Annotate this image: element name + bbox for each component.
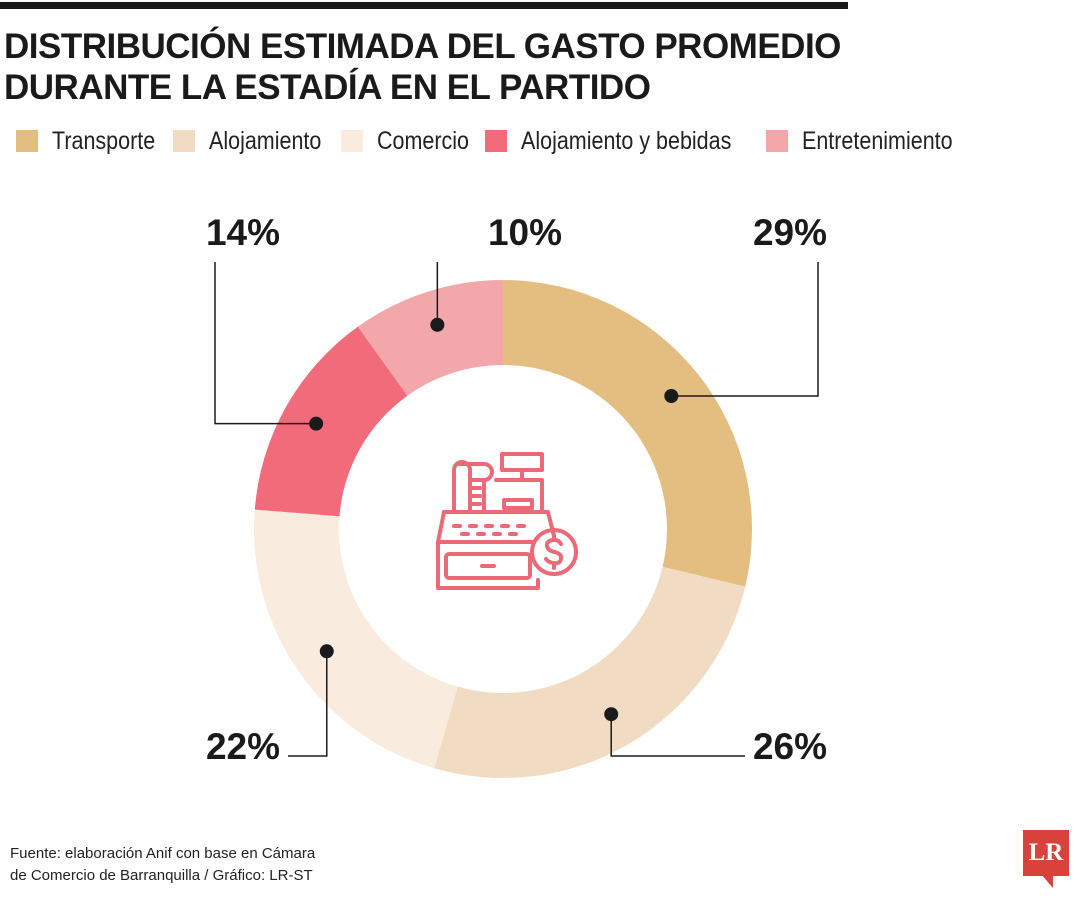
legend-label-alojamiento: Alojamiento [208, 126, 322, 155]
slice-comercio [254, 509, 458, 769]
legend-item-entretenimiento: Entretenimiento [766, 127, 959, 156]
slice-transporte [503, 280, 752, 587]
leader-dot-2 [604, 707, 619, 722]
chart-title-line-2: DURANTE LA ESTADÍA EN EL PARTIDO [4, 68, 651, 107]
source-line-2: de Comercio de Barranquilla / Gráfico: L… [10, 867, 313, 884]
lr-logo: LR [1023, 830, 1069, 876]
lr-logo-tail [1041, 874, 1053, 888]
legend-label-entretenimiento: Entretenimiento [802, 126, 953, 155]
donut-chart: 29% 26% 22% 14% 10% [206, 212, 827, 779]
legend-swatch-entretenimiento [766, 130, 789, 152]
data-label-entretenimiento: 10% [488, 212, 562, 253]
legend: Transporte Alojamiento Comercio Alojamie… [16, 121, 978, 161]
leader-dot-3 [319, 644, 334, 659]
slice-alojamiento [434, 566, 746, 779]
legend-item-alojamiento-y-bebidas: Alojamiento y bebidas [484, 126, 748, 156]
legend-swatch-comercio [340, 130, 363, 152]
legend-label-comercio: Comercio [376, 126, 469, 155]
donut-slices [254, 280, 752, 779]
leader-line-1 [671, 262, 819, 397]
legend-swatch-alojamiento-y-bebidas [484, 130, 507, 152]
legend-item-comercio: Comercio [340, 126, 469, 156]
slice-alojamiento-y-bebidas [254, 326, 408, 517]
data-label-alojamiento: 26% [753, 726, 827, 767]
leader-dot-4 [309, 416, 324, 431]
legend-item-alojamiento: Alojamiento [172, 126, 322, 156]
leader-lines [214, 262, 819, 757]
slice-entretenimiento [357, 280, 503, 396]
data-label-transporte: 29% [753, 212, 827, 253]
source-note: Fuente: elaboración Anif con base en Cám… [10, 843, 315, 887]
legend-item-transporte: Transporte [16, 126, 156, 156]
legend-swatch-transporte [16, 130, 38, 152]
source-line-1: Fuente: elaboración Anif con base en Cám… [10, 845, 316, 862]
data-label-comercio: 22% [206, 726, 280, 767]
legend-label-alojamiento-y-bebidas: Alojamiento y bebidas [520, 126, 731, 155]
top-rule [0, 2, 848, 9]
cash-register-icon [436, 452, 578, 590]
chart-title: DISTRIBUCIÓN ESTIMADA DEL GASTO PROMEDIO… [4, 26, 904, 108]
leader-dot-5 [430, 317, 445, 332]
leader-dot-1 [664, 389, 679, 404]
leader-line-3 [288, 651, 328, 757]
legend-label-transporte: Transporte [52, 126, 156, 155]
leader-line-4 [214, 262, 317, 425]
leader-line-2 [610, 714, 745, 757]
chart-title-line-1: DISTRIBUCIÓN ESTIMADA DEL GASTO PROMEDIO [4, 27, 841, 66]
legend-swatch-alojamiento [172, 130, 195, 152]
data-labels: 29% 26% 22% 14% 10% [206, 212, 827, 767]
data-label-alojamiento-y-bebidas: 14% [206, 212, 280, 253]
